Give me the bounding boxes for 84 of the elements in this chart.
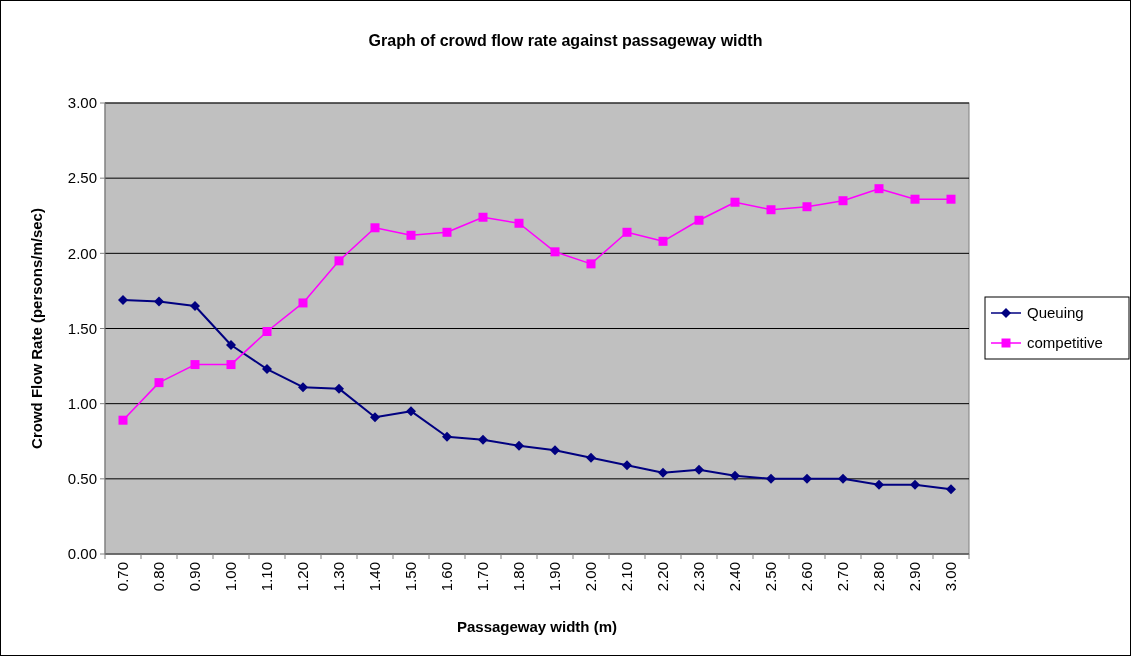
- x-tick-label: 3.00: [942, 562, 959, 592]
- point: [406, 230, 416, 240]
- point: [118, 415, 128, 425]
- point: [694, 464, 704, 475]
- point: [154, 378, 164, 388]
- x-tick-label: 2.30: [690, 562, 707, 592]
- y-tick-label: 1.50: [67, 319, 97, 337]
- point: [442, 431, 452, 442]
- chart-title: Graph of crowd flow rate against passageway width: [368, 32, 763, 49]
- x-tick-label: 2.90: [906, 562, 923, 592]
- point: [694, 215, 704, 225]
- point: [586, 452, 596, 463]
- x-tick-label: 1.90: [546, 562, 563, 592]
- point: [406, 406, 416, 417]
- point: [226, 340, 236, 351]
- point: [766, 473, 776, 484]
- x-tick-label: 1.20: [294, 562, 311, 592]
- point: [550, 247, 560, 257]
- point: [910, 194, 920, 204]
- point: [154, 296, 164, 307]
- y-tick-label: 1.00: [67, 394, 97, 412]
- point: [730, 197, 740, 207]
- x-tick-label: 1.10: [258, 562, 275, 592]
- x-tick-label: 1.00: [222, 562, 239, 592]
- point: [334, 256, 344, 266]
- x-tick-label: 2.40: [726, 562, 743, 592]
- point: [298, 382, 308, 393]
- point: [838, 473, 848, 484]
- point: [622, 460, 632, 471]
- y-tick-label: 0.50: [67, 470, 97, 488]
- x-tick-label: 2.10: [618, 562, 635, 592]
- point: [370, 223, 380, 233]
- point: [910, 479, 920, 490]
- point: [262, 327, 272, 337]
- x-axis-title: Passageway width (m): [456, 618, 618, 635]
- x-tick-label: 1.80: [510, 562, 527, 592]
- x-tick-label: 1.30: [330, 562, 347, 592]
- point: [478, 212, 488, 222]
- point: [118, 294, 128, 305]
- y-axis-title: Crowd Flow Rate (persons/m/sec): [28, 208, 45, 449]
- x-tick-label: 0.70: [114, 562, 131, 592]
- point: [442, 227, 452, 237]
- point: [514, 440, 524, 451]
- point: [514, 218, 524, 228]
- y-tick-label: 2.00: [67, 244, 97, 262]
- point: [802, 202, 812, 212]
- point: [190, 360, 200, 370]
- x-tick-label: 0.90: [186, 562, 203, 592]
- point: [550, 445, 560, 456]
- y-tick-label: 2.50: [67, 169, 97, 187]
- y-tick-label: 3.00: [67, 94, 97, 112]
- x-tick-label: 2.20: [654, 562, 671, 592]
- x-tick-label: 2.80: [870, 562, 887, 592]
- x-tick-label: 1.70: [474, 562, 491, 592]
- legend-label: competitive: [1027, 334, 1103, 352]
- y-tick-label: 0.00: [67, 545, 97, 563]
- point: [658, 236, 668, 246]
- point: [802, 473, 812, 484]
- legend-label: Queuing: [1027, 304, 1084, 322]
- point: [766, 205, 776, 215]
- x-tick-label: 1.40: [366, 562, 383, 592]
- point: [730, 470, 740, 481]
- point: [586, 259, 596, 269]
- point: [874, 479, 884, 490]
- x-tick-label: 1.50: [402, 562, 419, 592]
- x-tick-label: 2.60: [798, 562, 815, 592]
- x-tick-label: 1.60: [438, 562, 455, 592]
- x-tick-label: 2.00: [582, 562, 599, 592]
- point: [946, 194, 956, 204]
- point: [298, 298, 308, 308]
- point: [838, 196, 848, 206]
- point: [946, 484, 956, 495]
- x-tick-label: 2.50: [762, 562, 779, 592]
- point: [190, 300, 200, 311]
- point: [622, 227, 632, 237]
- point: [334, 383, 344, 394]
- point: [370, 412, 380, 423]
- x-tick-label: 0.80: [150, 562, 167, 592]
- point: [226, 360, 236, 370]
- point: [262, 364, 272, 375]
- point: [658, 467, 668, 478]
- point: [478, 434, 488, 445]
- point: [874, 184, 884, 194]
- x-tick-label: 2.70: [834, 562, 851, 592]
